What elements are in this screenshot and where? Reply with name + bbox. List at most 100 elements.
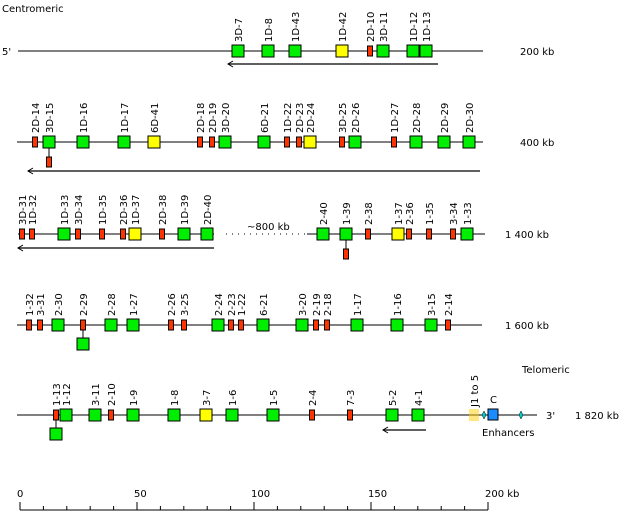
gene-label: 2-23: [227, 293, 238, 316]
gene-4-1[interactable]: 4-1: [411, 390, 425, 422]
gap-label: ~800 kb: [247, 222, 290, 233]
gene-2-36[interactable]: 2-36: [405, 202, 416, 240]
gene-1D-35[interactable]: 1D-35: [98, 195, 109, 240]
gene-2-24[interactable]: 2-24: [211, 293, 225, 332]
gene-2-4[interactable]: 2-4: [308, 390, 319, 421]
gene-label: 2D-19: [208, 103, 219, 133]
gene-2-40[interactable]: 2-40: [316, 202, 330, 241]
functional-gene-box: [42, 135, 56, 149]
gene-2-38[interactable]: 2-38: [364, 202, 375, 240]
gene-3-15[interactable]: 3-15: [424, 293, 438, 332]
row-position-label: 400 kb: [520, 138, 554, 149]
gene-2-29[interactable]: 2-29: [76, 293, 90, 351]
gene-2D-29[interactable]: 2D-29: [437, 103, 451, 149]
gene-3-34[interactable]: 3-34: [449, 202, 460, 240]
gene-2D-38[interactable]: 2D-38: [158, 195, 169, 240]
gene-3D-34[interactable]: 3D-34: [74, 195, 85, 240]
gene-7-3[interactable]: 7-3: [346, 390, 357, 421]
gene-1D-13[interactable]: 1D-13: [419, 12, 433, 58]
gene-1-16[interactable]: 1-16: [390, 293, 404, 332]
gene-label: 1D-27: [390, 103, 401, 133]
gene-1D-12[interactable]: 1D-12: [406, 12, 420, 58]
gene-3-25[interactable]: 3-25: [180, 293, 191, 331]
constant-region-box[interactable]: [487, 408, 499, 421]
gene-label: 2-4: [308, 390, 319, 406]
gene-1-6[interactable]: 1-6: [225, 390, 239, 422]
gene-3D-31[interactable]: 3D-31: [18, 195, 29, 240]
gene-label: 2-29: [79, 293, 90, 316]
gene-3-31[interactable]: 3-31: [36, 293, 47, 331]
gene-1D-39[interactable]: 1D-39: [177, 195, 191, 241]
j-segments-label: J1 to 5: [470, 375, 481, 408]
gene-2D-28[interactable]: 2D-28: [409, 103, 423, 149]
gene-6D-21[interactable]: 6D-21: [257, 103, 271, 149]
gene-3D-20[interactable]: 3D-20: [218, 103, 232, 149]
gene-2D-14[interactable]: 2D-14: [31, 103, 42, 148]
gene-2-14[interactable]: 2-14: [444, 293, 455, 331]
gene-3D-7[interactable]: 3D-7: [231, 18, 245, 58]
gene-2D-24[interactable]: 2D-24: [303, 103, 317, 149]
gene-3D-25[interactable]: 3D-25: [338, 103, 349, 148]
gene-2D-26[interactable]: 2D-26: [348, 103, 362, 149]
gene-1-27[interactable]: 1-27: [126, 293, 140, 332]
gene-1-13[interactable]: 1-13: [49, 383, 63, 441]
gene-3D-11[interactable]: 3D-11: [376, 12, 390, 58]
gene-1-9[interactable]: 1-9: [126, 390, 140, 422]
gene-3-20[interactable]: 3-20: [295, 293, 309, 332]
gene-2-18[interactable]: 2-18: [323, 293, 334, 331]
gene-1-5[interactable]: 1-5: [266, 390, 280, 422]
gene-1-8[interactable]: 1-8: [167, 390, 181, 422]
gene-2D-36[interactable]: 2D-36: [119, 195, 130, 240]
gene-1D-32[interactable]: 1D-32: [28, 195, 39, 240]
gene-1D-43[interactable]: 1D-43: [288, 12, 302, 58]
gene-label: 1-17: [353, 293, 364, 316]
functional-gene-box: [49, 427, 63, 441]
gene-1-12[interactable]: 1-12: [59, 383, 73, 422]
gene-2D-23[interactable]: 2D-23: [295, 103, 306, 148]
j-segments[interactable]: [469, 409, 479, 421]
gene-1-35[interactable]: 1-35: [425, 202, 436, 240]
gene-1D-37[interactable]: 1D-37: [128, 195, 142, 241]
gene-2-30[interactable]: 2-30: [51, 293, 65, 332]
functional-gene-box: [339, 227, 353, 241]
gene-2-19[interactable]: 2-19: [312, 293, 323, 331]
gene-label: 5-2: [388, 390, 399, 406]
gene-3D-15[interactable]: 3D-15: [42, 103, 56, 168]
gene-label: 2-19: [312, 293, 323, 316]
pseudogene-box: [309, 409, 315, 421]
gene-6D-41[interactable]: 6D-41: [147, 103, 161, 149]
gene-2D-19[interactable]: 2D-19: [208, 103, 219, 148]
gene-1D-33[interactable]: 1D-33: [57, 195, 71, 241]
gene-1-32[interactable]: 1-32: [25, 293, 36, 331]
gene-1D-17[interactable]: 1D-17: [117, 103, 131, 149]
gene-2-28[interactable]: 2-28: [104, 293, 118, 332]
gene-2-26[interactable]: 2-26: [167, 293, 178, 331]
gene-2D-10[interactable]: 2D-10: [366, 12, 377, 57]
gene-1D-16[interactable]: 1D-16: [76, 103, 90, 149]
gene-1-39[interactable]: 1-39: [339, 202, 353, 260]
telomeric-label: Telomeric: [521, 365, 570, 376]
gene-1D-27[interactable]: 1D-27: [390, 103, 401, 148]
gene-1-37[interactable]: 1-37: [391, 202, 405, 241]
gene-2D-30[interactable]: 2D-30: [462, 103, 476, 149]
locus-row: 1-32 3-31 2-30 2-29 2-28 1-27 2-26 3-25 2-24 2-23…: [17, 293, 549, 351]
pseudogene-box: [46, 156, 52, 168]
gene-1D-22[interactable]: 1D-22: [283, 103, 294, 148]
gene-2-10[interactable]: 2-10: [107, 383, 118, 421]
gene-1-33[interactable]: 1-33: [460, 202, 474, 241]
gene-5-2[interactable]: 5-2: [385, 390, 399, 422]
gene-3-11[interactable]: 3-11: [88, 383, 102, 422]
gene-3-7[interactable]: 3-7: [199, 390, 213, 422]
gene-1-22[interactable]: 1-22: [237, 293, 248, 331]
gene-label: 1D-12: [409, 12, 420, 42]
gene-1D-8[interactable]: 1D-8: [261, 18, 275, 58]
gene-6-21[interactable]: 6-21: [256, 293, 270, 332]
gene-2D-18[interactable]: 2D-18: [196, 103, 207, 148]
gene-2-23[interactable]: 2-23: [227, 293, 238, 331]
orf-gene-box: [128, 227, 142, 241]
gene-label: 1-6: [228, 390, 239, 406]
gene-label: 3D-11: [379, 12, 390, 42]
gene-1D-42[interactable]: 1D-42: [335, 12, 349, 58]
gene-1-17[interactable]: 1-17: [350, 293, 364, 332]
gene-2D-40[interactable]: 2D-40: [200, 195, 214, 241]
